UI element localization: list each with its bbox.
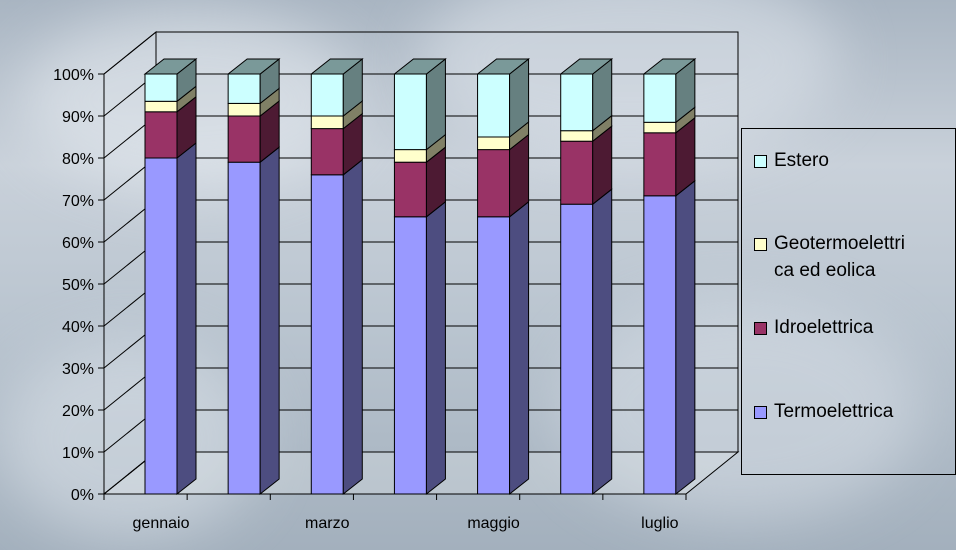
bar-segment-front xyxy=(393,216,427,495)
y-tick-label: 60% xyxy=(62,235,94,252)
y-tick-label: 70% xyxy=(62,193,94,210)
bar-segment-front xyxy=(643,195,677,495)
bar-segment-front xyxy=(477,73,511,138)
bar-segment-front xyxy=(310,174,344,495)
legend-swatch-idroelettrica xyxy=(754,322,767,335)
y-tick-label: 0% xyxy=(71,487,94,504)
bar-segment-front xyxy=(144,73,178,102)
bar-segment-side xyxy=(259,146,280,496)
x-tick-label: marzo xyxy=(305,515,350,532)
gridline xyxy=(103,31,738,75)
legend-label-estero: Estero xyxy=(774,150,829,171)
y-tick-label: 10% xyxy=(62,445,94,462)
bar-segment-front xyxy=(227,161,261,495)
y-tick-label: 20% xyxy=(62,403,94,420)
x-tick-label: luglio xyxy=(641,515,678,532)
y-tick-label: 50% xyxy=(62,277,94,294)
background-cloud xyxy=(0,340,260,540)
bar-segment-front xyxy=(310,128,344,176)
legend-swatch-geotermoelettrica xyxy=(754,238,767,251)
legend-swatch-estero xyxy=(754,155,767,168)
bar-segment-side xyxy=(425,57,446,151)
bar-top xyxy=(559,58,614,75)
bar-segment-front xyxy=(560,73,594,132)
bar-segment-front xyxy=(227,102,261,117)
bar-segment-front xyxy=(477,216,511,495)
legend-swatch-termoelettrica xyxy=(754,406,767,419)
bar-segment-front xyxy=(310,73,344,117)
bar-segment-front xyxy=(393,73,427,151)
bar-segment-front xyxy=(227,73,261,104)
bar-segment-front xyxy=(144,157,178,495)
bar-segment-front xyxy=(144,100,178,113)
bar-top xyxy=(476,58,531,75)
bar-segment-side xyxy=(425,200,446,496)
bar-top xyxy=(392,58,447,75)
bar-segment-front xyxy=(393,149,427,163)
legend-label-geotermoelettrica-line2: ca ed eolica xyxy=(774,260,876,281)
legend-label-idroelettrica: Idroelettrica xyxy=(774,317,874,338)
bar-segment-front xyxy=(560,203,594,495)
bar-segment-front xyxy=(643,132,677,197)
y-tick-label: 40% xyxy=(62,319,94,336)
bar-segment-side xyxy=(176,141,197,496)
bar-segment-front xyxy=(560,130,594,142)
y-tick-label: 100% xyxy=(53,67,94,84)
x-tick-label: gennaio xyxy=(133,515,190,532)
bar-segment-side xyxy=(675,179,696,496)
bar-top xyxy=(642,58,697,75)
bar-segment-front xyxy=(643,121,677,134)
y-tick-label: 30% xyxy=(62,361,94,378)
y-tick-label: 80% xyxy=(62,151,94,168)
x-tick-label: maggio xyxy=(467,515,520,532)
legend-label-termoelettrica: Termoelettrica xyxy=(774,401,894,422)
bar-segment-front xyxy=(227,115,261,163)
bar-segment-front xyxy=(144,111,178,159)
bar-segment-side xyxy=(509,200,530,496)
bar-segment-side xyxy=(342,158,363,496)
bar-top xyxy=(143,58,198,75)
bar-segment-front xyxy=(477,136,511,151)
chart-legend: Estero Geotermoelettri ca ed eolica Idro… xyxy=(741,128,956,475)
bar-segment-front xyxy=(560,140,594,205)
bar-top xyxy=(226,58,281,75)
y-tick-label: 90% xyxy=(62,109,94,126)
bar-top xyxy=(309,58,364,75)
bar-segment-side xyxy=(592,188,613,496)
bar-segment-front xyxy=(643,73,677,123)
bar-segment-front xyxy=(477,149,511,218)
bar-segment-front xyxy=(393,161,427,218)
legend-label-geotermoelettrica-line1: Geotermoelettri xyxy=(774,233,905,254)
bar-segment-front xyxy=(310,115,344,130)
